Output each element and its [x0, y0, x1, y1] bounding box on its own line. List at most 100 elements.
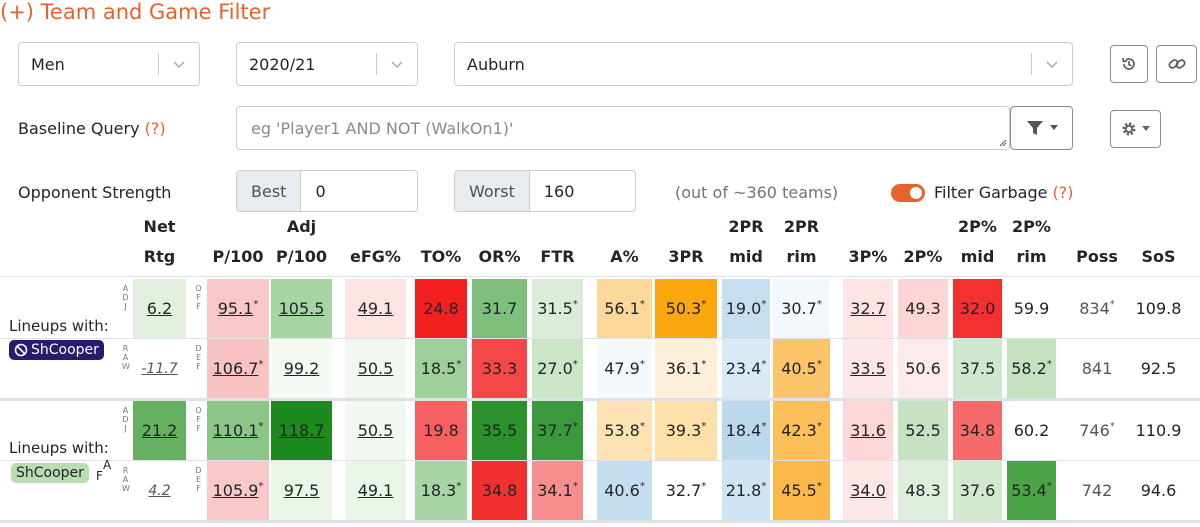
column-header[interactable]: 2P% mid: [953, 212, 1002, 272]
stat-value: 48.3: [905, 481, 941, 500]
stat-cell: 50.3 *: [655, 279, 717, 338]
stat-cell: 34.0: [843, 461, 893, 520]
table-divider: [0, 460, 1200, 461]
stat-cell: 31.5 *: [532, 279, 583, 338]
stat-cell: 23.4 *: [722, 339, 770, 398]
stat-value: 110.1: [212, 421, 259, 440]
stat-asterisk: *: [456, 359, 462, 370]
stat-cell: 58.2 *: [1007, 339, 1056, 398]
gear-icon: [1122, 122, 1136, 136]
baseline-query-input[interactable]: eg 'Player1 AND NOT (WalkOn1)': [236, 106, 1010, 150]
column-header-line2: 2P%: [903, 247, 943, 266]
worst-input-group[interactable]: Worst 160: [454, 170, 636, 212]
resize-grip-icon[interactable]: [997, 137, 1007, 147]
stat-cell: 31.7: [472, 279, 527, 338]
team-select[interactable]: Auburn: [454, 42, 1073, 86]
stat-value: 59.9: [1013, 299, 1050, 318]
column-header[interactable]: eFG%: [345, 212, 406, 272]
stat-asterisk: *: [816, 481, 822, 492]
side-label-off-def: OFF: [195, 406, 203, 433]
stat-value: 34.8: [481, 481, 518, 500]
stat-cell: 110.1 *: [207, 401, 269, 460]
stat-cell: 49.1: [345, 461, 406, 520]
column-header[interactable]: 3PR: [655, 212, 717, 272]
column-header-line2: 3PR: [668, 247, 704, 266]
stat-cell: 110.9: [1127, 401, 1190, 460]
column-header[interactable]: 2PR rim: [773, 212, 830, 272]
column-header[interactable]: OR%: [472, 212, 527, 272]
help-link[interactable]: (?): [144, 119, 166, 138]
gender-value: Men: [31, 54, 65, 74]
stat-value: 94.6: [1140, 481, 1177, 500]
stat-cell: 50.5: [345, 339, 406, 398]
stat-value: 21.8: [725, 481, 762, 500]
column-header[interactable]: SoS: [1127, 212, 1190, 272]
stat-value: 30.7: [781, 299, 817, 318]
teams-hint: (out of ~360 teams): [675, 183, 839, 202]
column-header[interactable]: Net Rtg: [133, 212, 186, 272]
stat-value: 34.1: [537, 481, 573, 500]
column-header-line2: 3P%: [848, 247, 888, 266]
help-link[interactable]: (?): [1052, 183, 1074, 202]
column-header[interactable]: P/100: [207, 212, 269, 272]
history-button[interactable]: [1110, 45, 1148, 83]
stat-value: 37.5: [959, 359, 996, 378]
stat-value: 105.9: [212, 481, 259, 500]
stat-value: 49.1: [357, 481, 394, 500]
table-divider: [0, 338, 1200, 339]
season-select[interactable]: 2020/21: [236, 42, 418, 86]
team-value: Auburn: [467, 54, 525, 74]
column-header-line1: [472, 212, 527, 242]
gender-select[interactable]: Men: [18, 42, 200, 86]
column-header[interactable]: 2P% rim: [1007, 212, 1056, 272]
settings-button[interactable]: [1110, 110, 1161, 148]
column-header-line1: [532, 212, 583, 242]
stat-cell: 53.4 *: [1007, 461, 1056, 520]
column-header[interactable]: A%: [597, 212, 652, 272]
stat-value: 18.5: [420, 359, 457, 378]
page-title[interactable]: (+) Team and Game Filter: [0, 0, 271, 24]
stat-asterisk: *: [1109, 421, 1115, 432]
column-header[interactable]: 2PR mid: [722, 212, 770, 272]
stat-cell: 34.1 *: [532, 461, 583, 520]
query-filter-button[interactable]: [1010, 106, 1073, 150]
stat-value: -11.7: [141, 360, 178, 377]
stat-cell: 4.2: [133, 461, 186, 520]
column-header-line1: 2PR: [783, 217, 820, 236]
stat-asterisk: *: [572, 421, 578, 432]
column-header[interactable]: 2P%: [898, 212, 948, 272]
stat-value: 105.5: [278, 299, 325, 318]
select-separator: [158, 53, 159, 75]
select-separator: [1031, 53, 1032, 75]
best-input-group[interactable]: Best 0: [236, 170, 418, 212]
column-header-line2: Rtg: [143, 247, 176, 266]
stat-value: 19.8: [423, 421, 459, 440]
filter-garbage-toggle[interactable]: [891, 184, 925, 202]
copy-link-button[interactable]: [1156, 45, 1197, 83]
stat-cell: 50.5: [345, 401, 406, 460]
stat-asterisk: *: [572, 481, 578, 492]
stat-value: 746: [1079, 421, 1110, 440]
stat-cell: 37.5: [953, 339, 1002, 398]
player-badge[interactable]: ShCooper: [9, 340, 104, 360]
column-header-line1: [898, 212, 948, 242]
column-header-line1: 2PR: [728, 217, 764, 236]
stat-asterisk: *: [258, 481, 264, 492]
stat-value: 53.4: [1011, 481, 1047, 500]
column-header[interactable]: Adj P/100: [271, 212, 332, 272]
stat-asterisk: *: [639, 359, 645, 370]
column-header[interactable]: FTR: [532, 212, 583, 272]
column-header[interactable]: 3P%: [843, 212, 893, 272]
stat-value: 834: [1079, 299, 1110, 318]
column-header[interactable]: Poss: [1073, 212, 1121, 272]
stat-asterisk: *: [701, 359, 707, 370]
player-badge[interactable]: ShCooper: [11, 463, 89, 483]
column-header[interactable]: TO%: [415, 212, 467, 272]
stat-cell: 18.4 *: [722, 401, 770, 460]
best-input[interactable]: 0: [301, 171, 340, 211]
stat-asterisk: *: [639, 481, 645, 492]
worst-input[interactable]: 160: [529, 171, 589, 211]
stat-value: 32.7: [850, 299, 886, 318]
column-header-line1: [597, 212, 652, 242]
stat-cell: 118.7: [271, 401, 332, 460]
